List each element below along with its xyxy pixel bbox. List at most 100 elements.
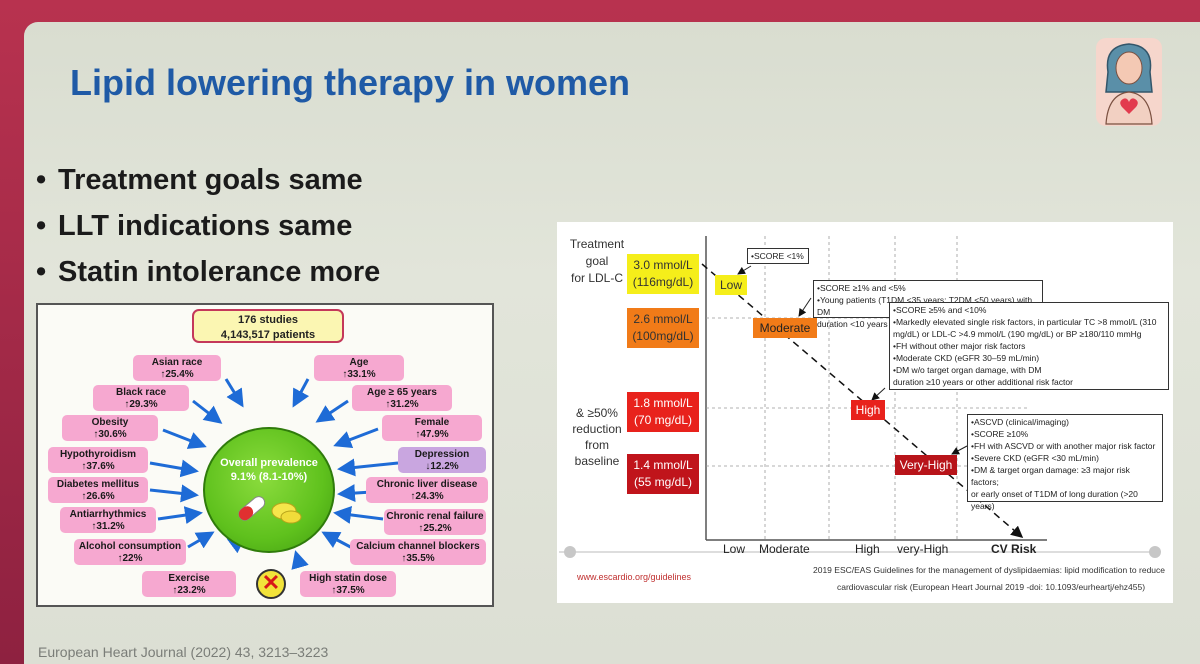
- criteria-line: •DM & target organ damage: ≥3 major risk…: [971, 465, 1130, 487]
- criteria-line: •FH without other major risk factors: [893, 341, 1026, 351]
- reduction-label: & ≥50% reduction from baseline: [565, 405, 629, 469]
- factor-label: Age: [349, 357, 369, 368]
- reduction-line1: & ≥50%: [576, 406, 618, 420]
- factor-label: Diabetes mellitus: [56, 479, 140, 490]
- factor-value: ↑37.5%: [331, 585, 365, 596]
- criteria-line: •FH with ASCVD or with another major ris…: [971, 441, 1156, 451]
- factor-value: ↑31.2%: [385, 399, 419, 410]
- factor-label: Chronic liver disease: [376, 479, 478, 490]
- factor-value: ↑31.2%: [91, 521, 125, 532]
- ldl-goal-box: 3.0 mmol/L (116mg/dL): [627, 254, 699, 294]
- y-axis-title-line2: for LDL-C: [570, 271, 623, 285]
- pills-icon: [238, 496, 302, 524]
- factor-box: Antiarrhythmics ↑31.2%: [60, 507, 156, 533]
- x-axis-title: CV Risk: [991, 542, 1037, 556]
- overall-prevalence-circle: Overall prevalence 9.1% (8.1-10%): [203, 427, 335, 553]
- goal-mmol: 1.8 mmol/L: [633, 396, 693, 410]
- ldl-goal-box: 1.8 mmol/L (70 mg/dL): [627, 392, 699, 432]
- ldl-goal-box: 2.6 mmol/L (100mg/dL): [627, 308, 699, 348]
- factor-box: Calcium channel blockers ↑35.5%: [350, 539, 486, 565]
- factor-box: High statin dose ↑37.5%: [300, 571, 396, 597]
- criteria-line: •DM w/o target organ damage, with DM: [893, 365, 1042, 375]
- bullet-text: Statin intolerance more: [58, 256, 381, 288]
- y-axis-title-line1: Treatment goal: [569, 237, 625, 268]
- criteria-line: duration ≥10 years or other additional r…: [893, 377, 1073, 387]
- factor-label: Age ≥ 65 years: [367, 387, 437, 398]
- prevalence-label: Overall prevalence: [220, 457, 318, 469]
- goal-mmol: 3.0 mmol/L: [633, 258, 693, 272]
- criteria-line: •Markedly elevated single risk factors, …: [893, 317, 1157, 327]
- bullet-list: • Treatment goals same • LLT indications s…: [36, 164, 380, 302]
- risk-level-moderate: Moderate: [753, 318, 817, 338]
- factor-label: Obesity: [91, 417, 129, 428]
- ldl-goal-box: 1.4 mmol/L (55 mg/dL): [627, 454, 699, 494]
- studies-box: 176 studies 4,143,517 patients: [192, 309, 344, 343]
- factor-value: ↑22%: [117, 553, 143, 564]
- factor-box: Obesity ↑30.6%: [62, 415, 158, 441]
- factor-box: Age ≥ 65 years ↑31.2%: [352, 385, 452, 411]
- reduction-line3: from baseline: [574, 438, 620, 468]
- factor-label: Antiarrhythmics: [69, 509, 147, 520]
- factor-label: Hypothyroidism: [59, 449, 137, 460]
- chart-axes: [559, 236, 1161, 558]
- source-line: 2019 ESC/EAS Guidelines for the manageme…: [813, 565, 1165, 575]
- citation: European Heart Journal (2022) 43, 3213–3…: [38, 644, 329, 660]
- statin-intolerance-infographic: 176 studies 4,143,517 patients Asian rac…: [36, 303, 494, 607]
- criteria-line: •Severe CKD (eGFR <30 mL/min): [971, 453, 1099, 463]
- criteria-line: •SCORE ≥5% and <10%: [893, 305, 987, 315]
- factor-box: Asian race ↑25.4%: [133, 355, 221, 381]
- factor-value: ↑29.3%: [124, 399, 158, 410]
- factor-box: Depression ↓12.2%: [398, 447, 486, 473]
- reduction-line2: reduction: [572, 422, 622, 436]
- factor-label: High statin dose: [309, 573, 387, 584]
- factor-value: ↑47.9%: [415, 429, 449, 440]
- criteria-line: •Moderate CKD (eGFR 30–59 mL/min): [893, 353, 1040, 363]
- bullet-item: • Treatment goals same: [36, 164, 363, 196]
- factor-value: ↑23.2%: [172, 585, 206, 596]
- goal-mmol: 2.6 mmol/L: [633, 312, 693, 326]
- factor-value: ↓12.2%: [425, 461, 459, 472]
- risk-level-low: Low: [715, 275, 747, 295]
- goal-mgdl: (70 mg/dL): [633, 413, 693, 427]
- bullet-text: Treatment goals same: [58, 164, 363, 196]
- factor-value: ↑25.2%: [418, 523, 452, 534]
- factor-label: Exercise: [168, 573, 210, 584]
- woman-heart-icon: [1096, 38, 1162, 126]
- x-axis-label: Moderate: [759, 542, 810, 556]
- factor-value: ↑26.6%: [81, 491, 115, 502]
- studies-count: 176 studies: [238, 314, 298, 326]
- factor-value: ↑33.1%: [342, 369, 376, 380]
- factor-label: Calcium channel blockers: [356, 541, 480, 552]
- bullet-item: • LLT indications same: [36, 210, 353, 242]
- source-line: cardiovascular risk (European Heart Jour…: [837, 582, 1146, 592]
- criteria-line: •ASCVD (clinical/imaging): [971, 417, 1069, 427]
- risk-level-very-high: Very-High: [895, 455, 957, 475]
- factor-box: Alcohol consumption ↑22%: [74, 539, 186, 565]
- factor-label: Chronic renal failure: [386, 511, 484, 522]
- factor-value: ↑25.4%: [160, 369, 194, 380]
- risk-criteria-note: •SCORE <1%: [747, 248, 809, 264]
- prevalence-value: 9.1% (8.1-10%): [230, 471, 308, 483]
- goal-mmol: 1.4 mmol/L: [633, 458, 693, 472]
- risk-criteria-note: •ASCVD (clinical/imaging) •SCORE ≥10% •F…: [967, 414, 1163, 511]
- goal-mgdl: (116mg/dL): [632, 275, 694, 289]
- factor-label: Asian race: [151, 357, 203, 368]
- bullet-item: • Statin intolerance more: [36, 256, 381, 288]
- criteria-line: •Young patients (T1DM <35 years; T2DM <5…: [817, 295, 1033, 317]
- patients-count: 4,143,517 patients: [220, 329, 316, 341]
- factor-box: Black race ↑29.3%: [93, 385, 189, 411]
- criteria-line: or early onset of T1DM of long duration …: [971, 489, 1138, 511]
- bullet-text: LLT indications same: [58, 210, 353, 242]
- criteria-line: mg/dL) or LDL-C >4.9 mmol/L (190 mg/dL) …: [893, 329, 1142, 339]
- slide-title: Lipid lowering therapy in women: [70, 62, 631, 103]
- factor-value: ↑37.6%: [81, 461, 115, 472]
- risk-level-high: High: [851, 400, 885, 420]
- x-axis-label: High: [855, 542, 880, 556]
- ldl-goal-risk-chart: Treatment goal for LDL-C & ≥50% reductio…: [557, 222, 1173, 603]
- y-axis-title: Treatment goal for LDL-C: [565, 236, 629, 287]
- guidelines-link[interactable]: www.escardio.org/guidelines: [577, 572, 692, 582]
- factor-value: ↑35.5%: [401, 553, 435, 564]
- factor-box: Age ↑33.1%: [314, 355, 404, 381]
- factor-box: Hypothyroidism ↑37.6%: [48, 447, 148, 473]
- criteria-line: •SCORE <1%: [751, 251, 804, 261]
